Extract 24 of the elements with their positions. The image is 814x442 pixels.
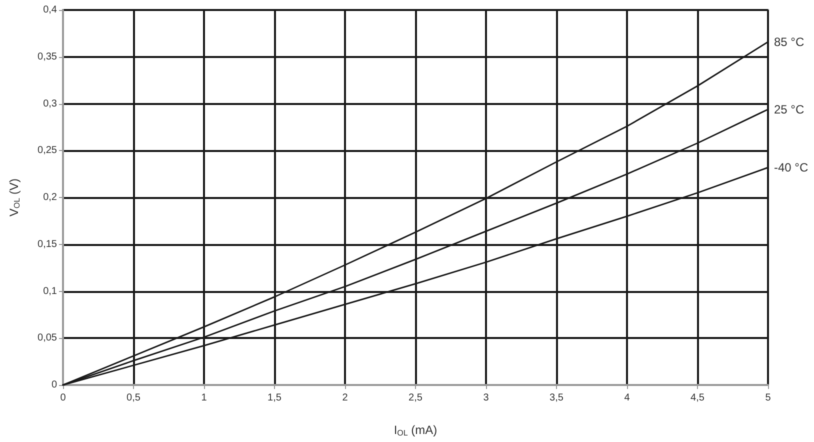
series-label: -40 °C	[774, 160, 808, 174]
x-tick-label: 0,5	[126, 392, 141, 404]
x-tick-label: 1	[201, 392, 208, 404]
y-tick-label: 0,25	[38, 145, 58, 156]
y-tick-label: 0,35	[38, 51, 58, 62]
x-tick-label: 4,5	[690, 392, 705, 404]
y-tick-label: 0,2	[43, 192, 58, 203]
y-tick-label: 0,4	[43, 4, 58, 16]
y-tick-label: 0	[51, 380, 58, 390]
y-tick-label: 0,3	[43, 98, 58, 110]
x-tick-label: 0	[60, 392, 66, 404]
y-axis-title: VOL (V)	[7, 178, 22, 217]
y-tick-label: 0,15	[38, 238, 58, 250]
x-tick-label: 3	[483, 392, 490, 404]
x-tick-label: 5	[765, 392, 772, 404]
y-tick-label: 0,05	[38, 332, 58, 344]
x-tick-label: 2	[342, 392, 348, 404]
x-tick-label: 3,5	[550, 392, 564, 404]
y-tick-label: 0,1	[43, 286, 58, 297]
series-label: 25 °C	[774, 102, 804, 116]
x-tick-label: 4	[624, 392, 630, 404]
x-tick-label: 1,5	[268, 392, 282, 404]
x-tick-label: 2,5	[408, 392, 423, 404]
series-label: 85 °C	[774, 34, 804, 49]
